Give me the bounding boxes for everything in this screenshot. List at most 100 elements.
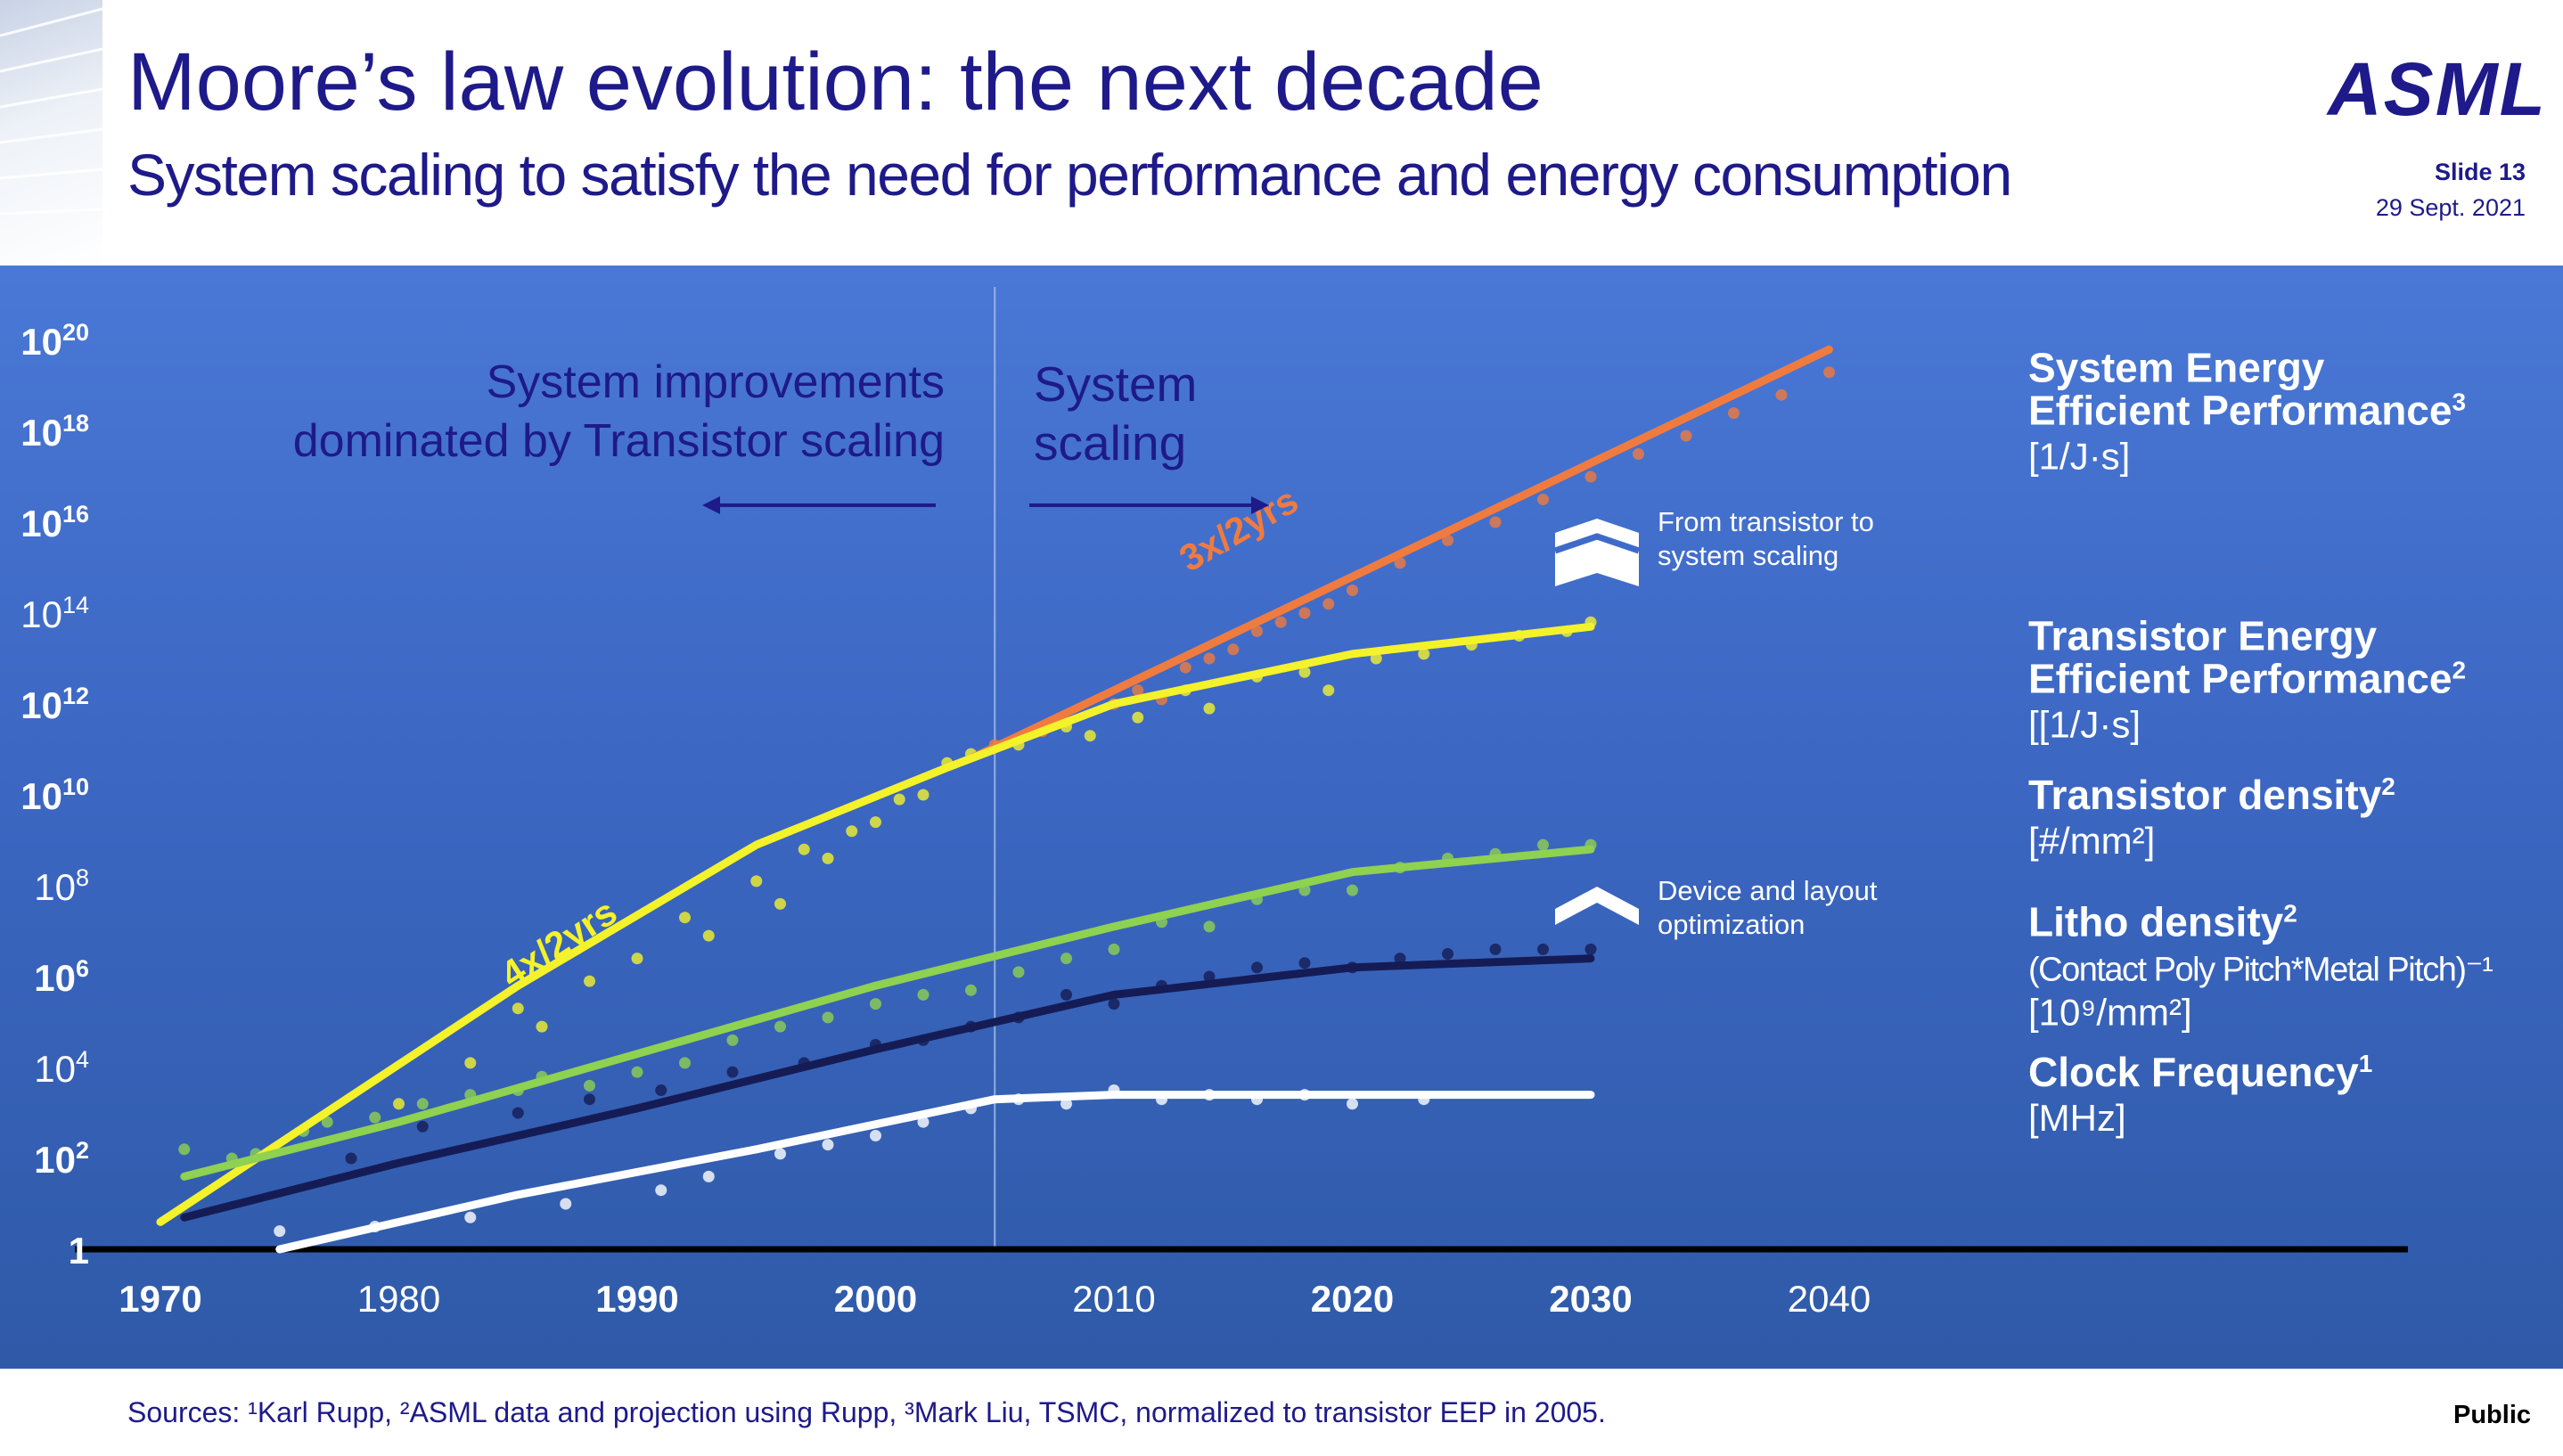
transistor-density-point — [679, 1057, 691, 1069]
transistor-eep-trend-line — [156, 622, 1595, 1226]
transistor-density-point — [631, 1066, 643, 1078]
litho-density-point — [1251, 961, 1263, 974]
litho-density-point — [1442, 948, 1453, 960]
system-eep-point — [1584, 470, 1597, 483]
transistor-eep-point — [846, 825, 858, 838]
legend-title: Efficient Performance3 — [2028, 388, 2466, 434]
annotation-text: Device and layout — [1658, 875, 1878, 906]
legend-title: Clock Frequency1 — [2028, 1049, 2372, 1095]
litho-density-point — [1489, 943, 1502, 955]
annotation-text: From transistor to — [1658, 506, 1874, 537]
system-eep-point — [1274, 616, 1287, 628]
region-label-right: System — [1034, 356, 1197, 412]
transistor-eep-point — [631, 953, 643, 965]
clock-frequency-point — [870, 1130, 881, 1141]
header-decoration — [0, 0, 102, 266]
growth-rate-label: 4x/2yrs — [493, 890, 624, 995]
clock-frequency-trend-line — [275, 1091, 1595, 1254]
annotation-text: optimization — [1658, 909, 1805, 940]
y-tick-label: 1012 — [20, 683, 89, 726]
system-eep-point — [1442, 534, 1453, 546]
litho-density-point — [584, 1093, 595, 1106]
y-tick-label: 1010 — [20, 773, 89, 817]
transistor-eep-point — [1298, 666, 1311, 678]
arrow-left-head — [702, 496, 720, 514]
y-tick-label: 1020 — [20, 319, 89, 363]
y-tick-label: 1018 — [20, 410, 89, 454]
transistor-eep-point — [584, 975, 595, 987]
region-label-right: scaling — [1034, 415, 1186, 470]
litho-density-point — [345, 1152, 357, 1165]
system-eep-point — [1227, 643, 1240, 656]
y-tick-label: 1016 — [20, 501, 89, 544]
legend-unit: (Contact Poly Pitch*Metal Pitch)⁻¹ — [2028, 952, 2493, 989]
slide-header: Moore’s law evolution: the next decade S… — [0, 0, 2563, 266]
legend-unit: [MHz] — [2028, 1097, 2126, 1139]
transistor-eep-point — [822, 852, 834, 864]
transistor-eep-point — [870, 816, 881, 829]
transistor-eep-point — [536, 1020, 548, 1033]
system-eep-point — [1680, 429, 1692, 442]
legend-title: Efficient Performance2 — [2028, 655, 2466, 701]
litho-density-point — [512, 1107, 524, 1119]
x-tick-label: 2000 — [834, 1278, 917, 1320]
transistor-eep-point — [1132, 711, 1144, 724]
y-tick-label: 1014 — [20, 592, 89, 635]
region-label-left: dominated by Transistor scaling — [293, 415, 945, 467]
litho-density-point — [726, 1066, 739, 1078]
system-eep-point — [1347, 585, 1358, 596]
clock-frequency-point — [917, 1116, 929, 1128]
litho-density-point — [655, 1084, 667, 1096]
transistor-eep-point — [393, 1098, 405, 1110]
clock-frequency-point — [702, 1170, 715, 1182]
transistor-density-trend-line — [180, 845, 1595, 1181]
double-chevron-up-icon — [1555, 519, 1639, 586]
legend-title: Transistor Energy — [2028, 612, 2378, 658]
system-eep-point — [1132, 684, 1144, 697]
growth-rate-label: 3x/2yrs — [1172, 479, 1305, 579]
page-subtitle: System scaling to satisfy the need for p… — [127, 142, 2012, 208]
clock-frequency-point — [464, 1211, 477, 1223]
x-tick-label: 1990 — [595, 1278, 678, 1320]
transistor-eep-point — [1418, 648, 1430, 660]
transistor-eep-point — [917, 789, 929, 801]
transistor-eep-point — [1370, 652, 1382, 665]
system-eep-trend-line — [967, 345, 1833, 763]
slide-date: 29 Sept. 2021 — [2375, 194, 2526, 221]
classification-label: Public — [2452, 1401, 2531, 1429]
clock-frequency-point — [1347, 1098, 1358, 1110]
litho-density-point — [1394, 953, 1406, 965]
transistor-eep-point — [750, 875, 763, 888]
x-tick-label: 2040 — [1788, 1278, 1871, 1320]
transistor-eep-point — [893, 793, 905, 806]
transistor-eep-point — [1084, 730, 1096, 742]
transistor-density-point — [1347, 884, 1358, 896]
clock-frequency-point — [655, 1184, 667, 1197]
system-eep-point — [1394, 557, 1406, 569]
clock-frequency-point — [1060, 1098, 1072, 1110]
transistor-density-point — [870, 998, 881, 1010]
transistor-eep-point — [774, 897, 786, 910]
transistor-density-point — [1203, 920, 1216, 933]
transistor-eep-point — [1322, 684, 1335, 697]
transistor-eep-point — [679, 912, 691, 924]
y-tick-label: 106 — [34, 955, 89, 999]
y-tick-label: 102 — [34, 1137, 89, 1181]
legend-title: Litho density2 — [2028, 899, 2297, 945]
system-eep-point — [1775, 389, 1788, 401]
transistor-density-point — [774, 1020, 786, 1033]
legend-unit: [#/mm²] — [2028, 820, 2155, 862]
system-eep-point — [1322, 598, 1335, 610]
x-tick-label: 1980 — [357, 1278, 440, 1320]
transistor-eep-point — [702, 929, 715, 942]
litho-density-point — [1108, 998, 1120, 1010]
litho-density-point — [1060, 988, 1072, 1001]
system-eep-point — [1298, 607, 1311, 619]
transistor-density-point — [416, 1098, 429, 1110]
litho-density-point — [1537, 943, 1549, 955]
litho-density-point — [1584, 943, 1597, 955]
clock-frequency-point — [774, 1148, 786, 1160]
system-eep-point — [1179, 661, 1191, 674]
sources-note: Sources: ¹Karl Rupp, ²ASML data and proj… — [127, 1396, 1606, 1428]
transistor-density-point — [1108, 943, 1120, 955]
